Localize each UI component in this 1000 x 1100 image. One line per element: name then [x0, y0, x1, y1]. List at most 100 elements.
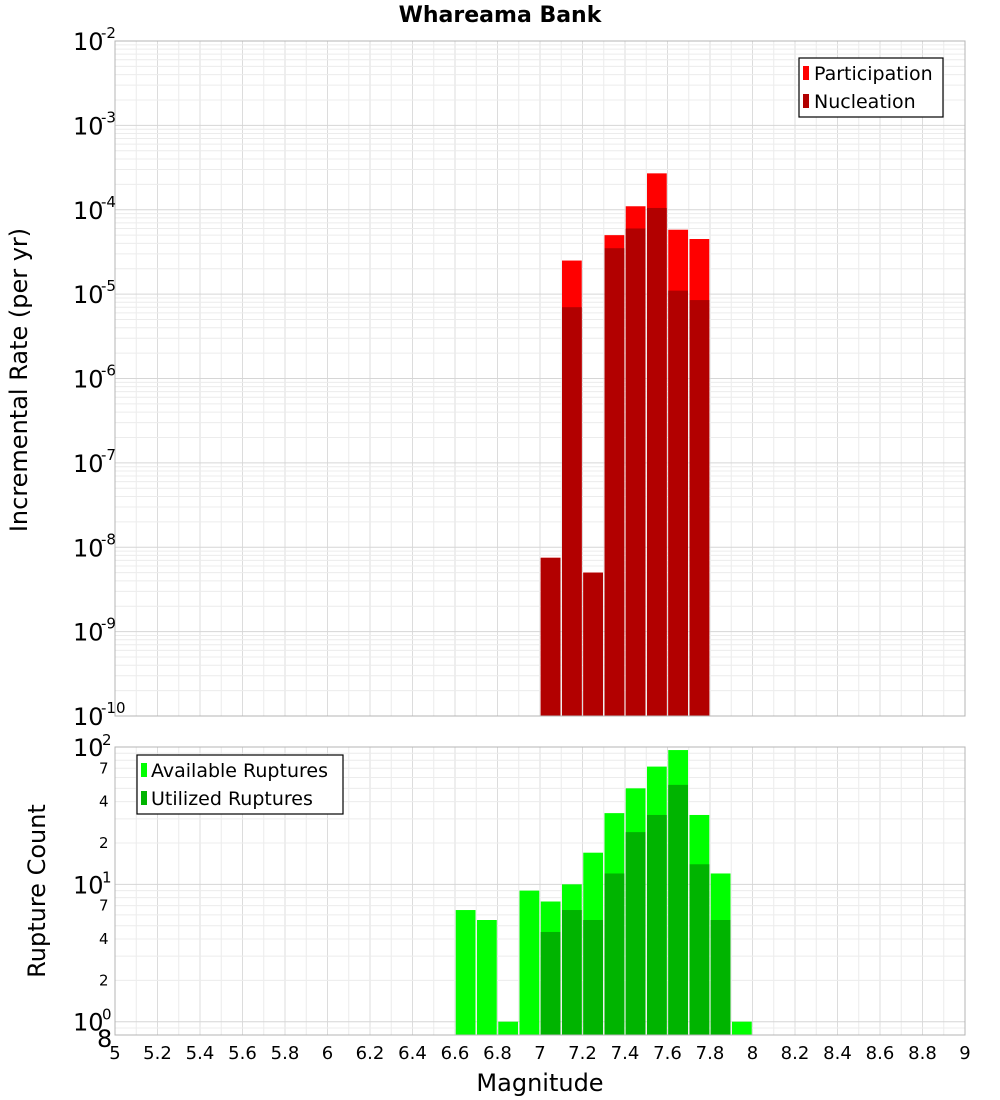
rate-y-tick-exponent: -4: [101, 193, 116, 211]
count-available-ruptures-bar: [498, 1021, 518, 1035]
rate-nucleation-bar: [583, 572, 603, 716]
rate-y-axis-label: Incremental Rate (per yr): [5, 228, 33, 532]
nucleation-legend-swatch: [803, 94, 809, 108]
x-tick-label: 5: [109, 1043, 120, 1064]
rate-y-tick-exponent: -5: [101, 277, 116, 295]
count-legend: Available Ruptures Utilized Ruptures: [136, 754, 344, 815]
count-y-minor-tick-label: 4: [99, 793, 109, 811]
count-utilized-ruptures-bar: [583, 920, 603, 1035]
nucleation-legend-label: Nucleation: [814, 91, 916, 113]
participation-legend-label: Participation: [814, 63, 933, 85]
x-tick-label: 7.4: [611, 1043, 640, 1064]
count-y-tick-label: 10: [73, 871, 104, 899]
x-tick-label: 8: [747, 1043, 758, 1064]
x-tick-label: 7.2: [568, 1043, 597, 1064]
x-tick-label: 8.6: [866, 1043, 895, 1064]
participation-legend-swatch: [803, 66, 809, 80]
count-utilized-ruptures-bar: [562, 910, 582, 1035]
rate-y-tick-label: 10: [73, 534, 104, 562]
available-legend-label: Available Ruptures: [151, 760, 328, 782]
rate-plot-border: [114, 40, 966, 717]
chart-title: Whareama Bank: [399, 3, 603, 28]
count-y-axis-label: Rupture Count: [23, 804, 51, 978]
rate-legend: Participation Nucleation: [798, 57, 944, 118]
count-y-tick-label: 10: [73, 1009, 104, 1037]
x-tick-label: 9: [959, 1043, 970, 1064]
count-utilized-ruptures-bar: [625, 832, 646, 1035]
rate-nucleation-bar: [668, 290, 688, 716]
rate-y-tick-label: 10: [73, 112, 104, 140]
count-y-tick-label: 10: [73, 734, 104, 762]
count-available-ruptures-bar: [455, 910, 476, 1035]
count-y-minor-tick-label: 2: [99, 971, 109, 989]
rate-nucleation-bar: [540, 557, 561, 716]
count-utilized-ruptures-bar: [689, 864, 710, 1035]
count-plot-border: [114, 746, 966, 1036]
count-utilized-ruptures-bar: [668, 784, 688, 1035]
rate-y-tick-exponent: -10: [101, 699, 126, 717]
rate-y-tick-exponent: -9: [101, 615, 116, 633]
rate-legend-box: [798, 57, 944, 118]
x-tick-label: 8.8: [908, 1043, 937, 1064]
x-tick-label: 6.6: [441, 1043, 470, 1064]
count-available-ruptures-bar: [477, 920, 497, 1035]
x-tick-label: 8.2: [781, 1043, 810, 1064]
rate-y-tick-label: 10: [73, 450, 104, 478]
count-available-ruptures-bar: [519, 890, 540, 1035]
count-y-minor-tick-label: 7: [99, 897, 109, 915]
count-available-ruptures-bar: [732, 1021, 752, 1035]
available-legend-swatch: [141, 763, 147, 777]
rate-y-tick-label: 10: [73, 619, 104, 647]
rate-nucleation-bar: [604, 248, 625, 717]
count-legend-box: [136, 754, 344, 815]
rate-y-tick-exponent: -8: [101, 530, 116, 548]
rate-y-tick-exponent: -2: [101, 24, 116, 42]
rate-y-tick-label: 10: [73, 28, 104, 56]
rate-nucleation-bar: [562, 307, 582, 716]
count-y-tick-exponent: 2: [102, 731, 112, 749]
utilized-legend-label: Utilized Ruptures: [151, 788, 313, 810]
rate-y-tick-label: 10: [73, 703, 104, 731]
rate-y-tick-label: 10: [73, 197, 104, 225]
count-y-minor-tick-label: 2: [99, 834, 109, 852]
x-tick-label: 5.6: [228, 1043, 257, 1064]
x-tick-label: 5.4: [186, 1043, 215, 1064]
x-tick-label: 5.8: [271, 1043, 300, 1064]
rate-y-tick-label: 10: [73, 366, 104, 394]
rate-y-tick-exponent: -3: [101, 108, 116, 126]
count-y-tick-exponent: 1: [102, 868, 112, 886]
count-y-tick-exponent: 0: [102, 1006, 112, 1024]
x-axis-label: Magnitude: [476, 1069, 603, 1097]
x-tick-label: 6.4: [398, 1043, 427, 1064]
x-tick-label: 7.8: [696, 1043, 725, 1064]
rate-y-tick-label: 10: [73, 281, 104, 309]
x-tick-label: 8.4: [823, 1043, 852, 1064]
x-ticks: 5 5.2 5.4 5.6 5.8 6 6.2 6.4 6.6 6.8 7 7.2 7.4 7.6 7.8 8…: [109, 1043, 970, 1064]
utilized-legend-swatch: [141, 791, 147, 805]
x-tick-label: 6: [322, 1043, 333, 1064]
rate-bars: [540, 173, 710, 717]
x-tick-label: 5.2: [143, 1043, 172, 1064]
count-bars: [455, 750, 752, 1035]
rate-y-tick-exponent: -6: [101, 362, 116, 380]
rate-gridlines: [114, 40, 966, 717]
rate-y-tick-exponent: -7: [101, 446, 116, 464]
x-tick-label: 7.6: [653, 1043, 682, 1064]
count-y-minor-tick-label: 8: [97, 1025, 112, 1053]
count-y-minor-tick-label: 7: [99, 759, 109, 777]
count-y-minor-tick-label: 4: [99, 930, 109, 948]
x-tick-label: 6.8: [483, 1043, 512, 1064]
rate-nucleation-bar: [647, 207, 667, 716]
rate-nucleation-bar: [625, 228, 646, 716]
rate-nucleation-bar: [689, 300, 710, 716]
count-utilized-ruptures-bar: [647, 814, 667, 1035]
x-tick-label: 6.2: [356, 1043, 385, 1064]
count-utilized-ruptures-bar: [604, 873, 625, 1035]
count-utilized-ruptures-bar: [710, 920, 731, 1035]
count-utilized-ruptures-bar: [540, 931, 561, 1035]
